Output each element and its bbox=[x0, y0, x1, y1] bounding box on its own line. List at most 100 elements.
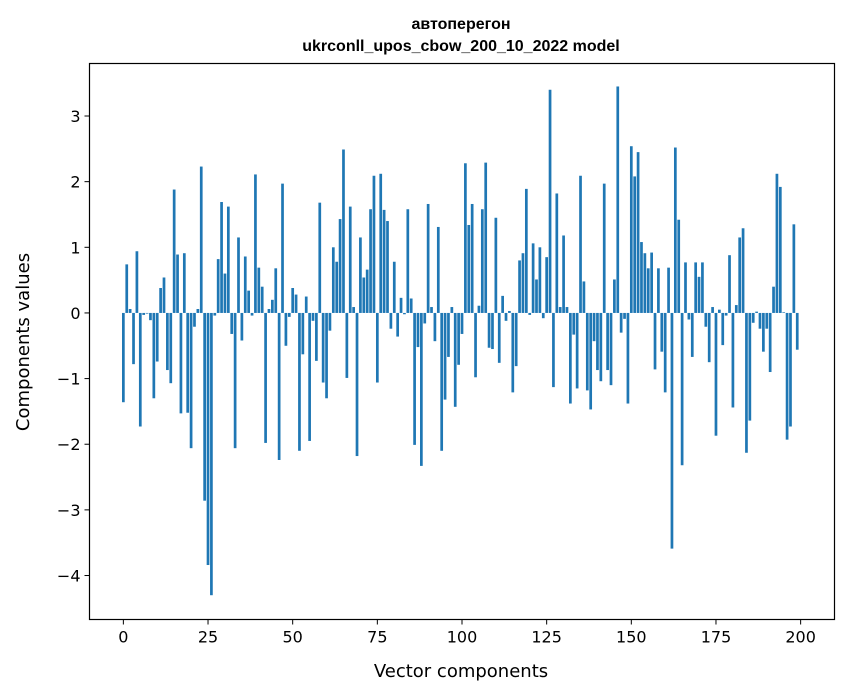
bar bbox=[684, 262, 687, 313]
x-axis-ticks: 0 25 50 75 100 125 150 175 200 bbox=[118, 619, 816, 647]
bar bbox=[511, 312, 515, 393]
bar bbox=[653, 312, 657, 370]
bar bbox=[457, 312, 460, 365]
bar bbox=[284, 312, 288, 346]
bar bbox=[240, 312, 244, 341]
bar bbox=[257, 267, 261, 313]
y-tick-label: −2 bbox=[57, 435, 81, 454]
bar bbox=[718, 309, 721, 313]
x-tick-label: 125 bbox=[531, 628, 562, 647]
bar bbox=[172, 189, 176, 313]
bar bbox=[128, 309, 132, 313]
y-tick-label: 1 bbox=[70, 238, 80, 257]
bar bbox=[491, 312, 494, 350]
bar bbox=[149, 312, 152, 321]
bar bbox=[616, 86, 620, 313]
bar bbox=[152, 312, 156, 399]
bar bbox=[734, 305, 738, 313]
bar bbox=[518, 260, 521, 313]
bar bbox=[155, 312, 159, 362]
bar bbox=[565, 307, 569, 313]
bar bbox=[606, 312, 609, 371]
bar bbox=[389, 312, 393, 329]
bar bbox=[375, 312, 379, 383]
bar bbox=[535, 279, 538, 313]
bar bbox=[562, 235, 565, 313]
bar bbox=[369, 209, 372, 313]
bar bbox=[775, 173, 779, 313]
y-tick-label: −4 bbox=[57, 567, 81, 586]
x-axis-label: Vector components bbox=[374, 661, 548, 682]
bar bbox=[670, 312, 674, 549]
bar bbox=[657, 268, 660, 313]
bar bbox=[704, 312, 708, 327]
bar bbox=[572, 312, 576, 335]
bar bbox=[352, 307, 355, 313]
bar bbox=[545, 257, 549, 313]
bar bbox=[504, 312, 508, 321]
bar bbox=[501, 295, 504, 313]
bar bbox=[206, 312, 210, 566]
bar bbox=[271, 299, 274, 313]
bar bbox=[633, 176, 637, 313]
bar bbox=[294, 294, 298, 313]
y-tick-label: −3 bbox=[57, 501, 81, 520]
bar bbox=[450, 307, 454, 313]
bar bbox=[741, 228, 745, 313]
bar bbox=[792, 224, 796, 313]
bar bbox=[470, 203, 474, 313]
bar bbox=[291, 288, 295, 313]
bar bbox=[335, 261, 339, 313]
bar bbox=[318, 202, 322, 313]
bar bbox=[311, 312, 315, 321]
bar bbox=[751, 312, 755, 323]
bar bbox=[399, 297, 403, 313]
bar bbox=[182, 253, 186, 313]
bar bbox=[436, 226, 440, 313]
bar bbox=[348, 206, 352, 313]
bar bbox=[687, 312, 691, 320]
bar bbox=[142, 312, 146, 315]
bar bbox=[426, 203, 430, 313]
bar bbox=[423, 312, 427, 324]
bar bbox=[721, 312, 725, 346]
bar bbox=[738, 237, 742, 313]
bar bbox=[460, 312, 464, 334]
bar bbox=[585, 312, 589, 391]
bar bbox=[673, 147, 677, 313]
bar bbox=[223, 273, 227, 313]
bar bbox=[626, 312, 630, 404]
bar bbox=[538, 247, 542, 313]
bar bbox=[765, 312, 769, 329]
x-tick-label: 200 bbox=[785, 628, 816, 647]
bar bbox=[596, 312, 599, 371]
bar bbox=[484, 162, 488, 313]
bar bbox=[579, 175, 582, 313]
x-tick-label: 25 bbox=[198, 628, 218, 647]
bar bbox=[237, 237, 240, 313]
x-tick-label: 150 bbox=[616, 628, 647, 647]
bar bbox=[548, 89, 552, 313]
bar bbox=[592, 312, 596, 342]
bar bbox=[778, 186, 782, 313]
bar bbox=[467, 224, 471, 313]
bar bbox=[745, 312, 748, 453]
bar bbox=[782, 312, 786, 313]
bar bbox=[728, 255, 731, 313]
bar bbox=[396, 312, 400, 337]
bar bbox=[558, 307, 562, 313]
bar bbox=[287, 312, 291, 317]
bar bbox=[677, 219, 681, 313]
bar bbox=[416, 312, 420, 348]
bar bbox=[646, 268, 650, 313]
bar bbox=[338, 219, 342, 313]
bar bbox=[724, 312, 728, 316]
bar bbox=[433, 312, 437, 342]
bar bbox=[531, 243, 535, 313]
chart-title-line-2: ukrconll_upos_cbow_200_10_2022 model bbox=[302, 38, 619, 55]
bar bbox=[216, 259, 220, 313]
y-axis-ticks: 3 2 1 0 −1 −2 −3 −4 bbox=[57, 107, 90, 586]
bar bbox=[166, 312, 169, 371]
bar bbox=[179, 312, 183, 414]
